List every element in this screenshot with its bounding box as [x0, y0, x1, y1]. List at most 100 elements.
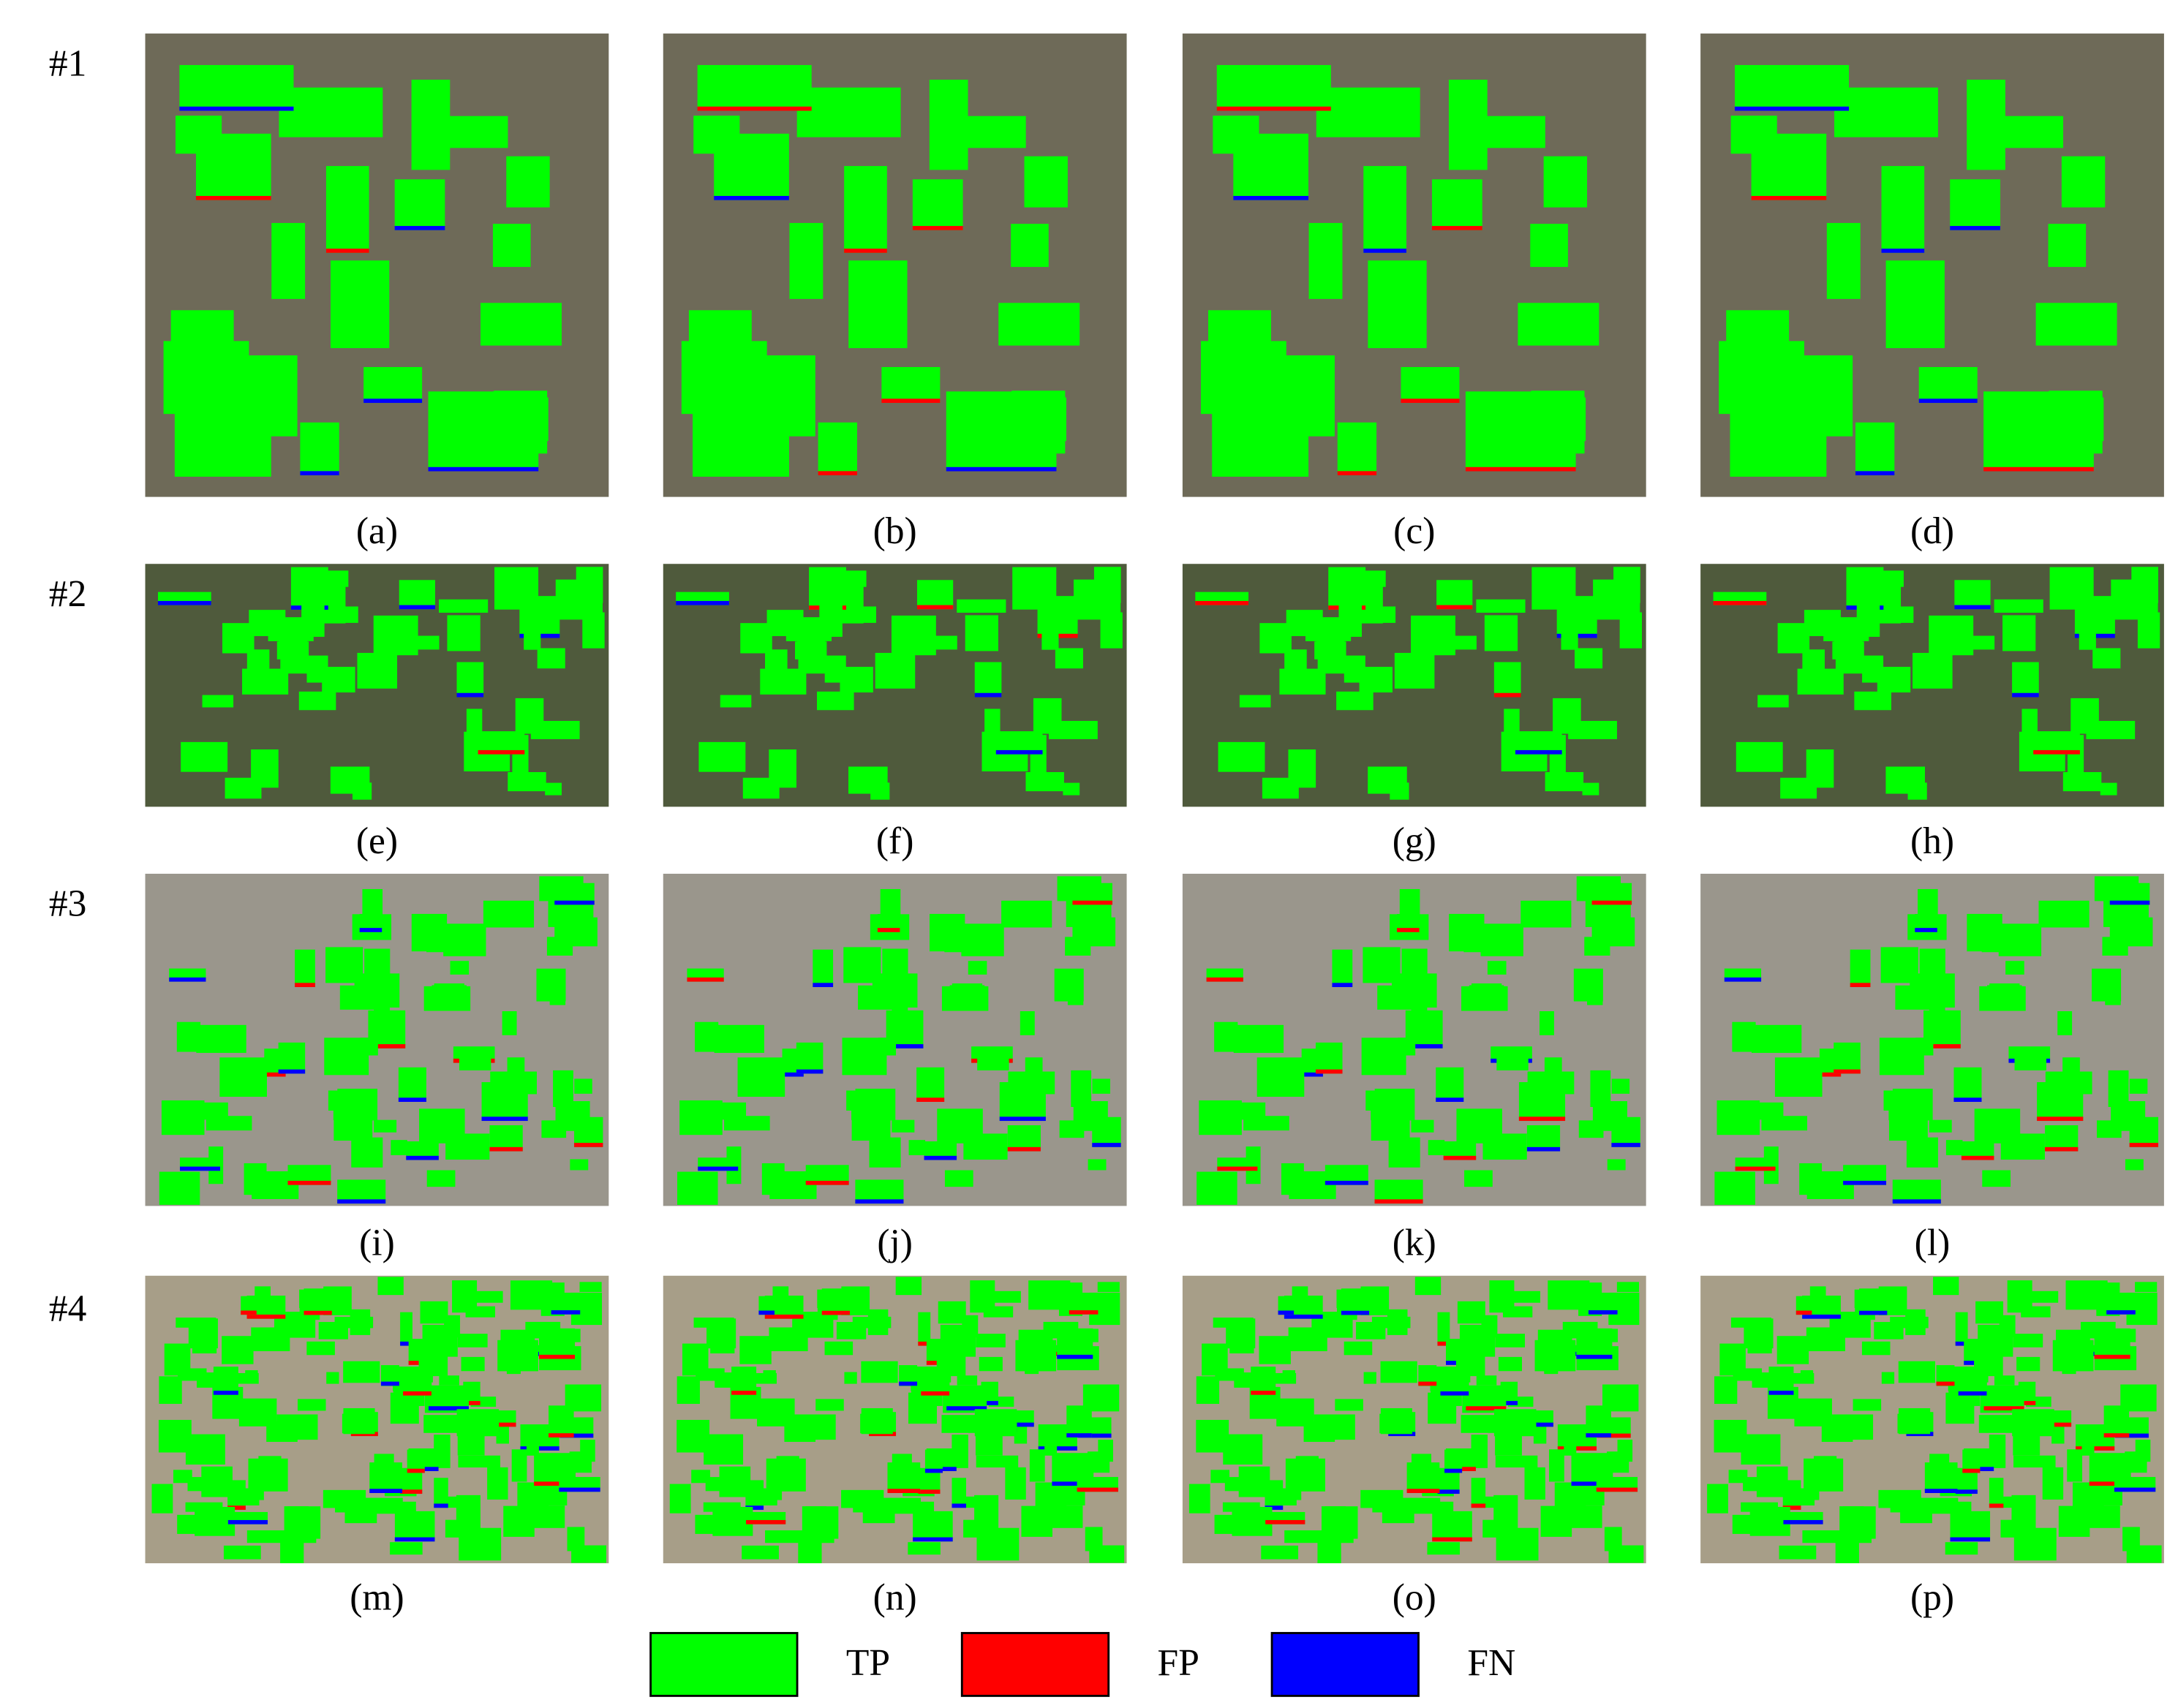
- edge-error: [398, 1097, 426, 1103]
- building: [185, 1434, 225, 1465]
- building: [917, 1508, 934, 1518]
- building: [1834, 1042, 1861, 1074]
- edge-error: [394, 1537, 435, 1542]
- building: [1970, 635, 1995, 650]
- edge-error: [1337, 471, 1377, 476]
- edge-error: [2103, 1433, 2130, 1437]
- building: [794, 1414, 836, 1440]
- building: [553, 1070, 573, 1107]
- edge-error: [1953, 1097, 1982, 1103]
- building: [206, 1116, 252, 1131]
- building: [677, 1171, 718, 1205]
- building: [1496, 1527, 1539, 1561]
- building: [976, 1455, 1019, 1468]
- building: [1855, 422, 1895, 476]
- building: [2135, 1282, 2158, 1293]
- building: [1332, 949, 1353, 988]
- edge-error: [1341, 1310, 1370, 1315]
- building: [929, 79, 968, 170]
- building: [245, 1370, 258, 1383]
- building: [677, 1376, 700, 1405]
- building: [338, 606, 358, 623]
- building: [1575, 648, 1603, 669]
- building: [1913, 652, 1953, 689]
- building: [1436, 580, 1473, 610]
- building: [1918, 366, 1978, 404]
- building: [1057, 1328, 1093, 1359]
- edge-error: [918, 1489, 941, 1494]
- building: [2012, 662, 2039, 698]
- edge-error: [2037, 1116, 2084, 1122]
- building: [714, 1024, 764, 1054]
- edge-error: [1437, 1341, 1450, 1346]
- building: [447, 615, 481, 651]
- edge-error: [1216, 106, 1331, 111]
- edge-error: [574, 1143, 603, 1147]
- panel-caption: (k): [1393, 1223, 1436, 1264]
- building: [1406, 1462, 1440, 1493]
- edge-error: [1591, 900, 1632, 905]
- edge-error: [1515, 749, 1562, 755]
- building: [222, 1336, 254, 1364]
- panel-caption: (f): [876, 820, 913, 862]
- building: [844, 1372, 857, 1384]
- building: [1308, 222, 1343, 299]
- building: [742, 1545, 779, 1560]
- edge-error: [1038, 1446, 1077, 1451]
- building: [1850, 949, 1871, 988]
- building: [1371, 1117, 1410, 1141]
- building: [1856, 597, 1880, 637]
- building: [2038, 900, 2090, 928]
- building: [1055, 648, 1083, 669]
- edge-error: [434, 1503, 448, 1508]
- building: [2129, 1078, 2148, 1094]
- building: [960, 116, 1026, 148]
- edge-error: [805, 1180, 849, 1185]
- building: [459, 1527, 502, 1561]
- edge-error: [278, 1069, 306, 1074]
- result-image: [1182, 874, 1646, 1206]
- building: [932, 635, 957, 650]
- building: [796, 1042, 824, 1074]
- edge-error: [538, 1354, 576, 1359]
- edge-error: [1465, 466, 1576, 472]
- building: [892, 989, 908, 1013]
- edge-error: [886, 1044, 924, 1048]
- building: [1975, 1344, 2003, 1377]
- edge-error: [551, 1310, 581, 1315]
- building: [369, 1462, 402, 1493]
- building: [1276, 1493, 1297, 1505]
- building: [1476, 1375, 1497, 1386]
- building: [196, 1372, 220, 1388]
- edge-error: [1588, 1310, 1618, 1315]
- building: [1338, 597, 1362, 637]
- building: [2014, 1048, 2046, 1070]
- building: [1065, 937, 1091, 956]
- edge-error: [1418, 1381, 1437, 1386]
- building: [1262, 777, 1299, 799]
- building: [1336, 691, 1374, 711]
- building: [2065, 397, 2104, 442]
- edge-error: [1819, 1072, 1842, 1077]
- building: [1461, 986, 1508, 1011]
- building: [1806, 1327, 1845, 1351]
- building: [975, 1434, 1003, 1456]
- edge-error: [899, 1381, 918, 1386]
- building: [251, 1327, 290, 1351]
- building: [2092, 648, 2121, 669]
- edge-error: [2041, 1422, 2072, 1427]
- building: [1795, 1493, 1815, 1505]
- edge-error: [877, 928, 900, 932]
- building: [1008, 1071, 1055, 1095]
- building: [693, 116, 740, 154]
- building: [2126, 1545, 2162, 1563]
- building: [1915, 1038, 1934, 1056]
- building: [1363, 1372, 1376, 1384]
- building: [1854, 1289, 1883, 1309]
- building: [536, 968, 566, 1002]
- edge-error: [1962, 1468, 1981, 1473]
- building: [456, 1409, 500, 1437]
- building: [698, 741, 746, 772]
- building: [164, 1343, 191, 1376]
- edge-error: [1596, 1487, 1638, 1492]
